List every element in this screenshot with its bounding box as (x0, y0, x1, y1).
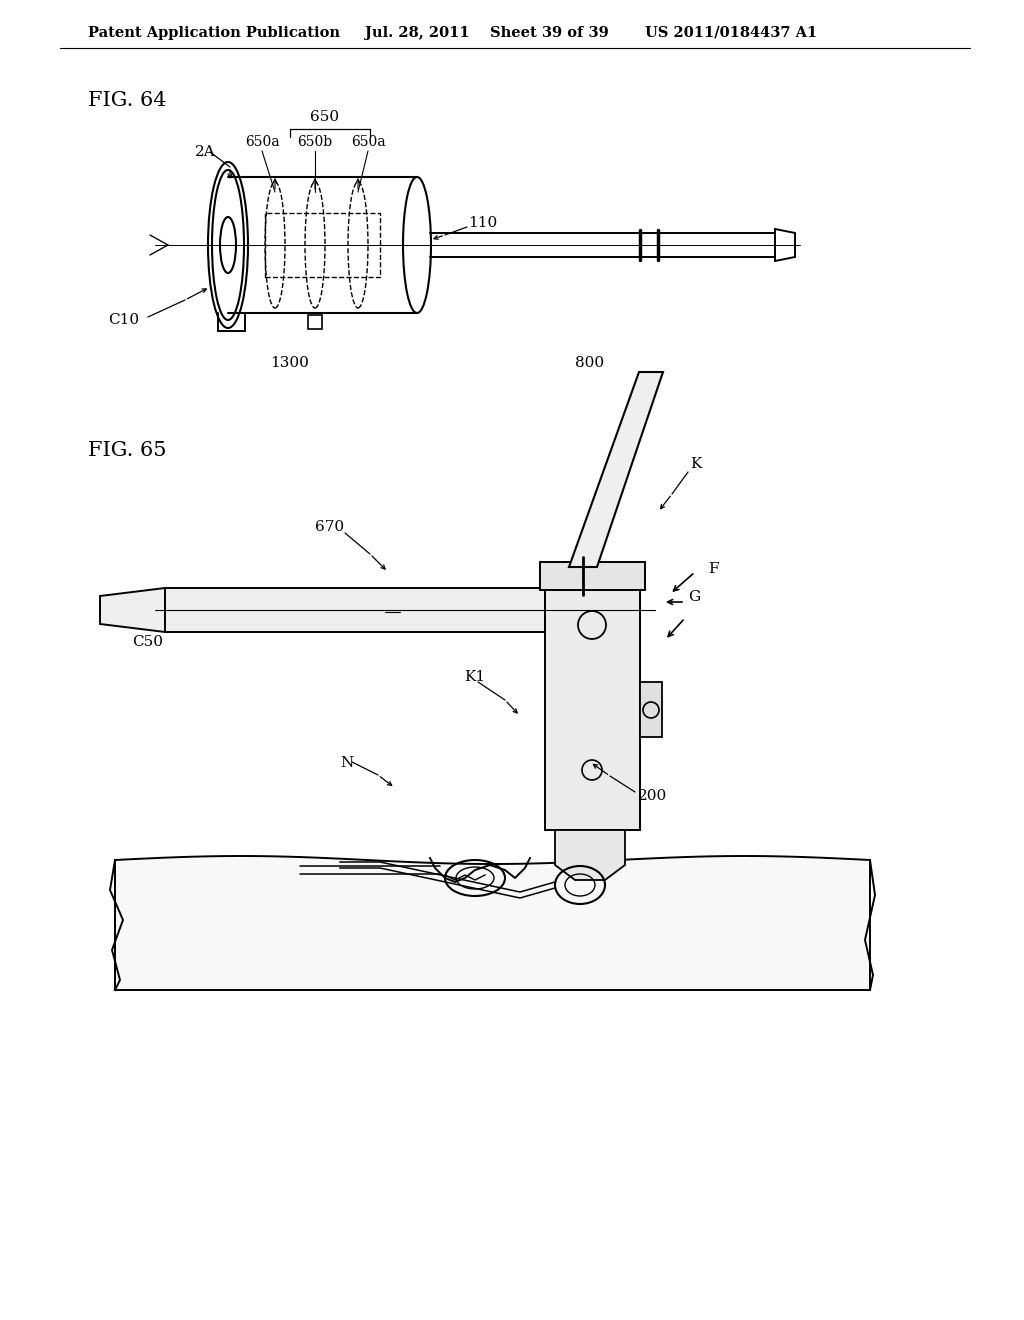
Bar (265, 213, 380, 277)
Text: C50: C50 (132, 635, 164, 649)
Text: Patent Application Publication: Patent Application Publication (88, 26, 340, 40)
Text: 110: 110 (468, 216, 498, 230)
Text: Sheet 39 of 39: Sheet 39 of 39 (490, 26, 608, 40)
Text: Jul. 28, 2011: Jul. 28, 2011 (365, 26, 470, 40)
Bar (540, 562, 645, 590)
Text: K: K (690, 457, 701, 471)
Text: C10: C10 (108, 313, 139, 327)
Bar (308, 315, 322, 329)
Text: 650b: 650b (297, 135, 333, 149)
Text: G: G (688, 590, 700, 605)
Bar (545, 590, 640, 830)
Text: 650: 650 (310, 110, 340, 124)
Text: FIG. 64: FIG. 64 (88, 91, 167, 110)
Text: 670: 670 (315, 520, 344, 535)
Text: 200: 200 (638, 789, 668, 803)
Text: 1300: 1300 (270, 356, 309, 370)
Polygon shape (100, 587, 165, 632)
Text: FIG. 65: FIG. 65 (88, 441, 167, 459)
Text: US 2011/0184437 A1: US 2011/0184437 A1 (645, 26, 817, 40)
Polygon shape (115, 855, 870, 990)
Polygon shape (555, 830, 625, 880)
Text: 2A: 2A (195, 145, 216, 158)
Polygon shape (569, 372, 663, 568)
Polygon shape (165, 587, 545, 632)
Text: K1: K1 (464, 671, 485, 684)
Text: N: N (340, 756, 353, 770)
Text: 800: 800 (575, 356, 604, 370)
Text: F: F (708, 562, 719, 576)
Text: 650a: 650a (245, 135, 280, 149)
Text: 650a: 650a (350, 135, 385, 149)
Bar (640, 682, 662, 737)
